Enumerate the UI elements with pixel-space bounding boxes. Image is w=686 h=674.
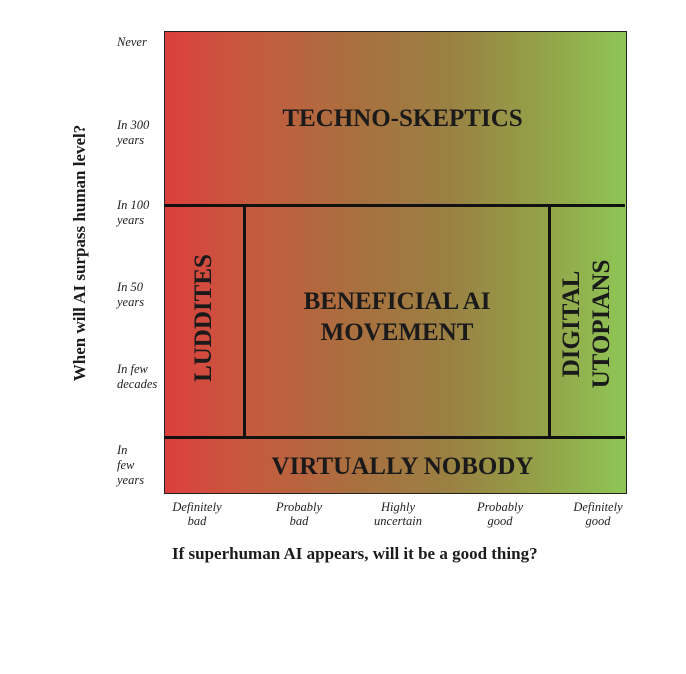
- divider-luddites: [243, 204, 246, 439]
- x-tick-highly-uncertain: Highly uncertain: [374, 500, 422, 528]
- region-virtually-nobody: VIRTUALLY NOBODY: [271, 453, 534, 480]
- region-luddites: LUDDITES: [190, 254, 217, 382]
- y-tick-few-years: In few years: [117, 443, 145, 487]
- x-tick-definitely-good: Definitely good: [573, 500, 623, 528]
- x-tick-probably-bad: Probably bad: [275, 500, 323, 528]
- y-tick-50-years: In 50 years: [117, 280, 145, 309]
- digital-line: DIGITAL: [558, 270, 585, 378]
- x-axis-label: If superhuman AI appears, will it be a g…: [172, 544, 538, 563]
- region-digital-utopians: DIGITAL UTOPIANS: [557, 247, 617, 401]
- movement-line: MOVEMENT: [320, 318, 474, 346]
- region-techno-skeptics: TECHNO-SKEPTICS: [282, 105, 523, 132]
- x-tick-probably-good: Probably good: [476, 500, 524, 528]
- region-beneficial-ai-movement: BENEFICIAL AI MOVEMENT: [246, 287, 548, 348]
- y-tick-100-years: In 100 years: [117, 198, 150, 227]
- quadrant-chart: TECHNO-SKEPTICS LUDDITES BENEFICIAL AI M…: [164, 31, 627, 494]
- y-tick-never: Never: [117, 35, 147, 49]
- beneficial-ai-line: BENEFICIAL AI: [303, 288, 491, 315]
- y-tick-few-decades: In few decades: [117, 362, 158, 391]
- divider-few-years: [165, 436, 625, 439]
- y-axis-label: When will AI surpass human level?: [70, 124, 89, 382]
- x-tick-definitely-bad: Definitely bad: [172, 500, 222, 528]
- divider-100-years: [165, 204, 625, 207]
- divider-digital-utopians: [548, 204, 551, 439]
- utopians-line: UTOPIANS: [588, 259, 615, 389]
- y-tick-300-years: In 300 years: [117, 118, 150, 147]
